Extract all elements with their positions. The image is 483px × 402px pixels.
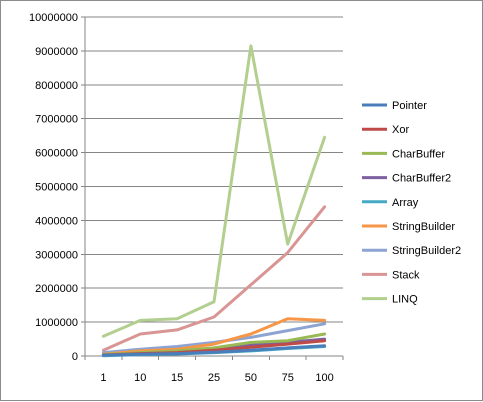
legend-label: CharBuffer2 — [392, 173, 451, 185]
plot-area — [84, 16, 343, 357]
x-tick-label: 1 — [100, 372, 106, 384]
x-tick-label: 15 — [171, 372, 183, 384]
y-tick-label: 0 — [72, 351, 78, 363]
legend-label: StringBuilder — [392, 221, 455, 233]
y-tick-label: 5000000 — [35, 182, 78, 194]
series-line-linq — [101, 44, 327, 338]
y-tick-label: 3000000 — [35, 249, 78, 261]
legend-item: Stack — [362, 269, 420, 281]
y-axis: 0 1000000 2000000 3000000 4000000 5000000 6000… — [29, 12, 85, 363]
x-tick-label: 75 — [282, 372, 294, 384]
legend-item: Xor — [362, 124, 409, 136]
x-tick-label: 50 — [245, 372, 257, 384]
legend-item: LINQ — [362, 294, 418, 306]
y-tick-label: 6000000 — [35, 148, 78, 160]
legend-item: Pointer — [362, 100, 427, 112]
series-line-stack — [101, 205, 327, 352]
legend-label: StringBuilder2 — [392, 245, 461, 257]
legend-label: Xor — [392, 124, 409, 136]
legend-label: Array — [392, 197, 419, 209]
legend-label: Pointer — [392, 100, 427, 112]
x-tick-label: 10 — [134, 372, 146, 384]
legend-item: CharBuffer — [362, 148, 445, 160]
y-tick-label: 1000000 — [35, 317, 78, 329]
legend-label: CharBuffer — [392, 148, 445, 160]
legend-label: Stack — [392, 269, 420, 281]
legend: Pointer Xor CharBuffer CharBuffer2 Array Stri… — [362, 100, 461, 306]
legend-item: Array — [362, 197, 419, 209]
y-tick-label: 2000000 — [35, 283, 78, 295]
series-line-pointer — [101, 344, 327, 357]
legend-item: StringBuilder2 — [362, 245, 461, 257]
y-tick-label: 9000000 — [35, 46, 78, 58]
legend-item: StringBuilder — [362, 221, 455, 233]
y-tick-label: 8000000 — [35, 80, 78, 92]
x-axis: 1 10 15 25 50 75 100 — [84, 356, 344, 384]
x-tick-label: 100 — [315, 372, 333, 384]
legend-label: LINQ — [392, 294, 418, 306]
y-tick-label: 7000000 — [35, 114, 78, 126]
x-tick-label: 25 — [208, 372, 220, 384]
y-tick-label: 10000000 — [29, 12, 78, 24]
series-line-stringbuilder — [101, 317, 327, 356]
series-lines — [101, 44, 327, 358]
legend-item: CharBuffer2 — [362, 173, 451, 185]
y-tick-label: 4000000 — [35, 215, 78, 227]
series-line-stringbuilder2 — [101, 322, 327, 355]
